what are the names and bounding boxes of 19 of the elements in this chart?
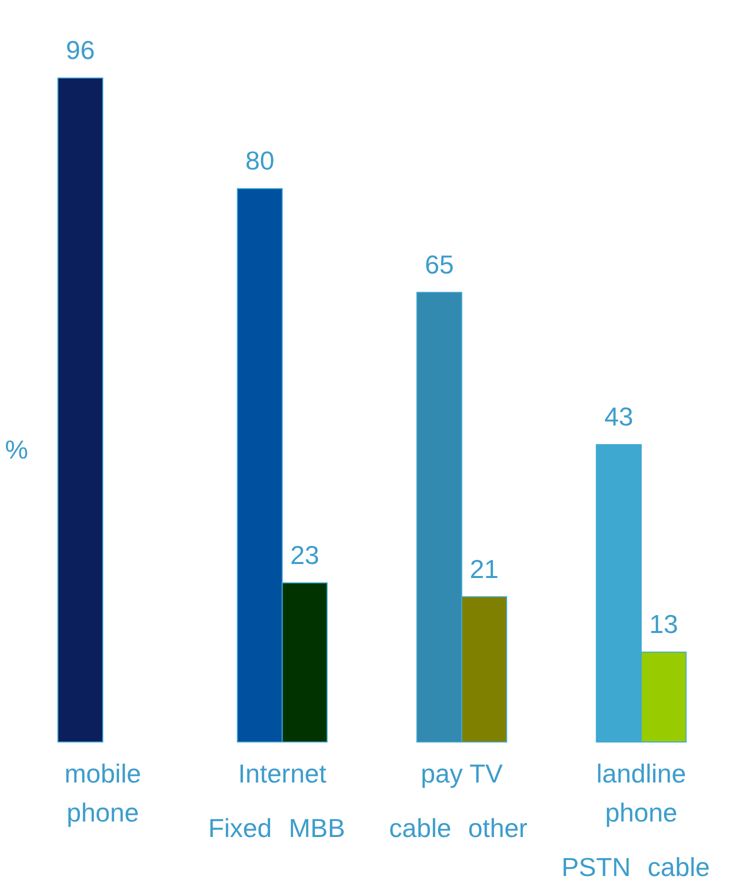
x-tick-label: landline phone [596,758,686,828]
text: Fixed [208,813,272,843]
data-label: 80 [245,146,274,176]
x-tick-label: Internet [238,758,328,788]
data-label: 43 [604,402,634,432]
text: cable [648,852,710,879]
text: PSTN [561,852,631,879]
x-tick-label: mobile phone [64,758,142,828]
data-label: 13 [649,609,678,640]
data-label: 21 [470,554,499,584]
text: other [468,813,528,843]
data-label: 65 [424,249,454,280]
y-axis-title: % [4,434,28,465]
x-tick-label: pay TV [420,758,504,788]
text: cable [389,813,452,843]
data-label: 23 [290,540,320,570]
text: MBB [288,813,346,843]
bar [57,78,104,742]
data-label: 96 [66,35,95,65]
